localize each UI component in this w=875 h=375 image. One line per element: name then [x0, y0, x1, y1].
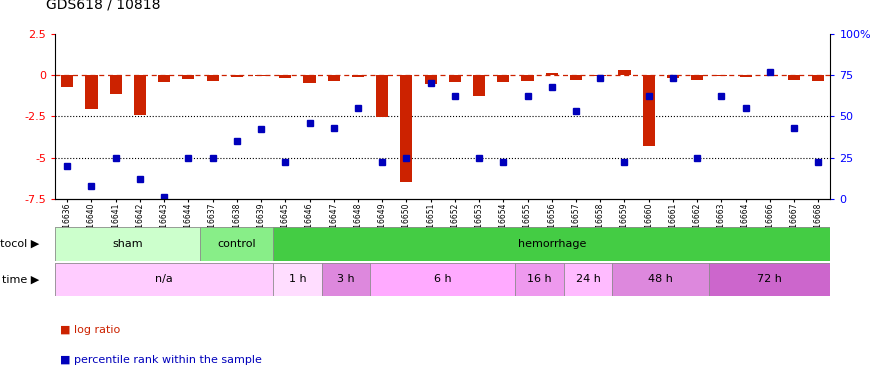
- Bar: [158, 75, 171, 82]
- Text: 1 h: 1 h: [289, 274, 306, 284]
- Text: sham: sham: [113, 239, 144, 249]
- Bar: [739, 75, 752, 77]
- Bar: [788, 75, 800, 80]
- Text: ■ percentile rank within the sample: ■ percentile rank within the sample: [60, 355, 262, 365]
- Bar: [691, 75, 704, 80]
- Text: control: control: [218, 239, 256, 249]
- Bar: [134, 75, 146, 115]
- Text: 6 h: 6 h: [434, 274, 452, 284]
- Bar: [55, 262, 273, 296]
- Bar: [255, 75, 267, 76]
- Bar: [352, 75, 364, 77]
- Bar: [715, 75, 727, 76]
- Bar: [497, 75, 509, 82]
- Bar: [304, 75, 316, 83]
- Text: 3 h: 3 h: [337, 274, 354, 284]
- Bar: [55, 227, 200, 261]
- Text: hemorrhage: hemorrhage: [518, 239, 586, 249]
- Bar: [206, 75, 219, 81]
- Bar: [86, 75, 97, 109]
- Bar: [564, 262, 612, 296]
- Bar: [710, 262, 830, 296]
- Bar: [642, 75, 654, 146]
- Text: n/a: n/a: [155, 274, 173, 284]
- Bar: [424, 75, 437, 84]
- Bar: [667, 75, 679, 78]
- Bar: [182, 75, 194, 79]
- Bar: [279, 75, 291, 78]
- Bar: [473, 75, 485, 96]
- Bar: [231, 75, 243, 77]
- Text: 24 h: 24 h: [576, 274, 600, 284]
- Bar: [612, 262, 710, 296]
- Bar: [546, 73, 558, 75]
- Text: 16 h: 16 h: [528, 274, 552, 284]
- Bar: [449, 75, 461, 82]
- Bar: [401, 75, 412, 182]
- Bar: [515, 262, 564, 296]
- Bar: [273, 227, 830, 261]
- Text: 48 h: 48 h: [648, 274, 673, 284]
- Bar: [200, 227, 273, 261]
- Text: time ▶: time ▶: [2, 274, 39, 284]
- Bar: [61, 75, 74, 87]
- Bar: [109, 75, 122, 94]
- Bar: [273, 262, 322, 296]
- Bar: [376, 75, 388, 117]
- Text: ■ log ratio: ■ log ratio: [60, 325, 120, 335]
- Bar: [812, 75, 824, 81]
- Text: GDS618 / 10818: GDS618 / 10818: [46, 0, 161, 11]
- Bar: [322, 262, 370, 296]
- Bar: [570, 75, 582, 80]
- Text: 72 h: 72 h: [758, 274, 782, 284]
- Bar: [327, 75, 340, 81]
- Bar: [619, 70, 631, 75]
- Bar: [764, 75, 776, 76]
- Bar: [522, 75, 534, 81]
- Bar: [370, 262, 515, 296]
- Text: protocol ▶: protocol ▶: [0, 239, 39, 249]
- Bar: [594, 75, 606, 76]
